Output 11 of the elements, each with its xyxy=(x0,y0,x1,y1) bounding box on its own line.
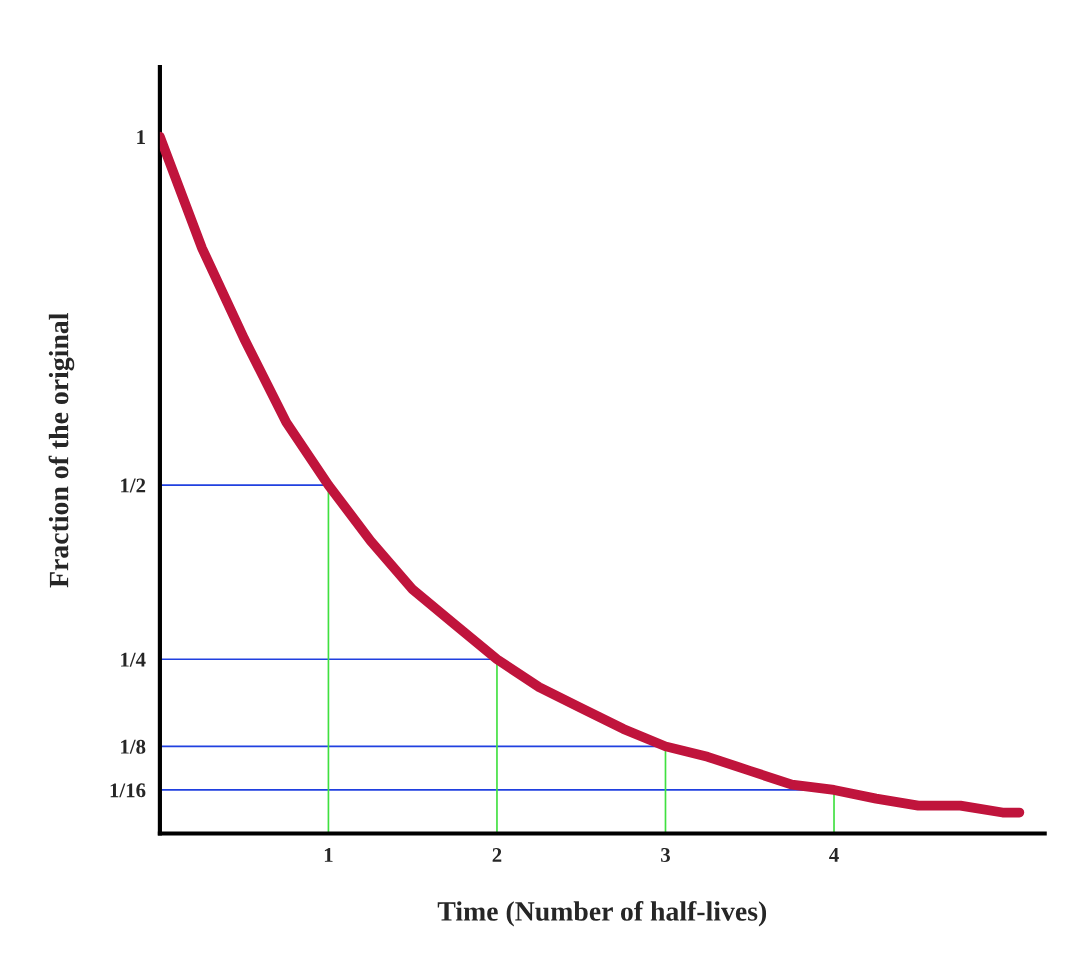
y-tick-label: 1/2 xyxy=(121,478,146,493)
x-tick-label: 4 xyxy=(829,848,839,862)
y-tick-label: 1/4 xyxy=(121,652,146,667)
x-tick-label: 2 xyxy=(492,848,502,862)
x-tick-label: 1 xyxy=(324,848,333,862)
y-tick-label: 1/16 xyxy=(110,783,146,798)
y-tick-label: 1 xyxy=(137,130,145,144)
y-axis-title: Fraction of the original xyxy=(48,313,75,588)
x-axis-title: Time (Number of half-lives) xyxy=(437,900,767,927)
y-tick-label: 1/8 xyxy=(121,739,146,754)
x-tick-label: 3 xyxy=(661,848,670,863)
